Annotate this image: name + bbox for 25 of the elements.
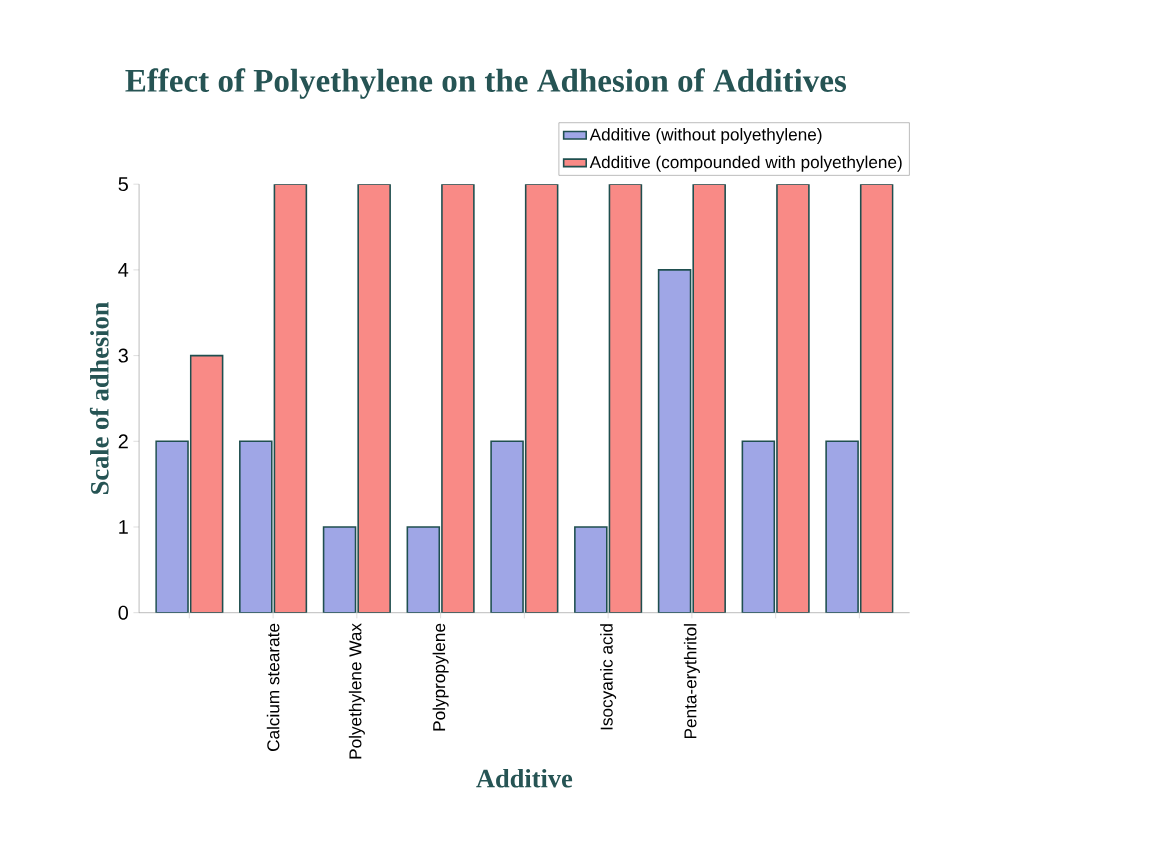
y-tick-label: 4 <box>118 262 129 277</box>
bar <box>825 440 859 613</box>
y-tick-label: 3 <box>118 348 128 363</box>
bar <box>406 526 441 613</box>
y-axis-title: Scale of adhesion <box>89 301 109 494</box>
x-tick-label: Polypropylene <box>432 623 449 731</box>
bar <box>574 526 608 613</box>
bar <box>657 268 692 613</box>
x-axis-title: Additive <box>476 768 573 788</box>
bar <box>741 440 776 613</box>
chart-title: Effect of Polyethylene on the Adhesion of Additives <box>125 68 847 99</box>
bar <box>239 440 273 613</box>
x-tick-label: Calcium stearate <box>266 623 280 751</box>
legend-label: Additive (compounded with polyethylene) <box>589 155 902 172</box>
bar <box>490 440 524 613</box>
bar <box>322 526 357 613</box>
y-tick-label: 0 <box>118 605 128 620</box>
y-tick-label: 1 <box>119 520 128 534</box>
y-tick-label: 5 <box>118 177 128 191</box>
x-tick-label: Isocyanic acid <box>600 624 617 730</box>
bar <box>155 440 189 613</box>
x-tick-label: Penta-erythritol <box>683 624 700 738</box>
x-tick-label: Polyethylene Wax <box>348 623 365 759</box>
y-tick-label: 2 <box>118 434 128 449</box>
legend-label: Additive (without polyethylene) <box>589 127 822 144</box>
